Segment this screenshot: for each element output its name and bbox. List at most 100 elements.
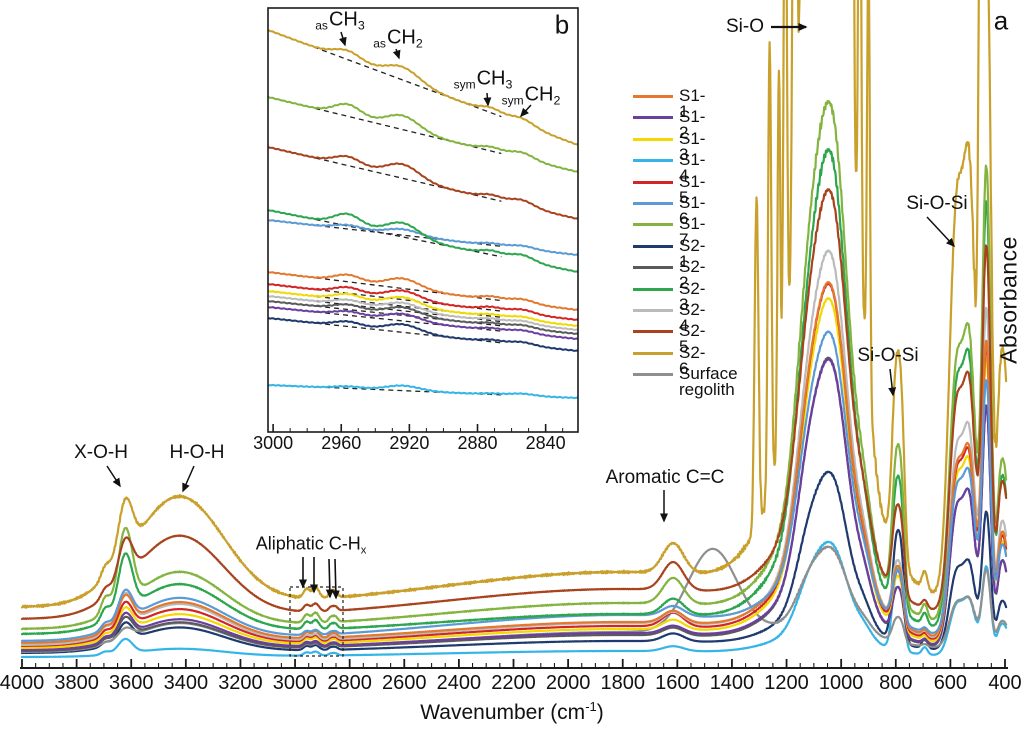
legend-item-S1-5: S1-5 <box>633 173 705 206</box>
legend-color-swatch-S1-4 <box>633 159 673 163</box>
inset-box <box>267 7 579 433</box>
x-axis-tick-label: 2400 <box>437 672 482 694</box>
x-axis-tick-label: 1200 <box>764 672 809 694</box>
legend-label: S1-7 <box>679 214 706 250</box>
annotation-subscript: x <box>360 544 367 557</box>
annotation-text: Aromatic C=C <box>605 467 725 488</box>
aliphatic-arrow-3 <box>325 558 334 599</box>
legend-item-S1-7: S1-7 <box>633 215 705 248</box>
x-axis-tick-label: 1600 <box>655 672 700 694</box>
legend-color-swatch-S1-7 <box>633 223 673 227</box>
annotation-si-o: Si-O <box>726 16 764 38</box>
y-axis-title: Absorbance <box>995 236 1022 364</box>
inset-spectrum-line-S2-6 <box>268 28 578 146</box>
x-axis-tick-label: 2200 <box>491 672 536 694</box>
x-axis-tick-label: 3000 <box>273 672 318 694</box>
annotation-aromatic: Aromatic C=C <box>606 467 725 489</box>
annotation-sym-ch2: symCH2 <box>502 83 561 108</box>
inset-spectrum-line-S2-5 <box>268 145 578 220</box>
legend-color-swatch-S2-5 <box>633 330 673 334</box>
x-axis-tick-label: 1000 <box>819 672 864 694</box>
legend-label: S2-4 <box>679 300 706 335</box>
annotation-sym-ch3: symCH3 <box>453 67 513 92</box>
annotation-text: Si-O-Si <box>906 193 968 214</box>
annotation-si-o-si-2: Si-O-Si <box>857 345 918 367</box>
legend-item-S2-2: S2-2 <box>633 258 705 291</box>
legend-label: S1-6 <box>679 193 706 228</box>
legend-color-swatch-S1-6 <box>633 202 673 205</box>
legend-item-S2-1: S2-1 <box>633 237 705 270</box>
annotation-text: CH <box>476 67 506 90</box>
inset-spectrum-line-S2-2 <box>268 299 578 335</box>
annotation-si-o-si-1: Si-O-Si <box>906 193 967 215</box>
si-o-si-2-arrow <box>888 368 897 397</box>
inset-spectrum-line-S1-1 <box>268 270 578 311</box>
legend-label: S2-1 <box>679 235 706 271</box>
legend-item-S1-6: S1-6 <box>633 194 705 227</box>
legend-item-S1-2: S1-2 <box>633 108 705 141</box>
legend-label: S1-5 <box>679 171 706 207</box>
inset-spectrum-line-S2-3 <box>268 208 578 273</box>
spectrum-line-S1-2 <box>20 358 1008 652</box>
inset-tick-label: 2840 <box>526 433 566 453</box>
annotation-aliphatic: Aliphatic C-Hx <box>255 533 367 557</box>
aliphatic-arrow-4 <box>331 558 340 600</box>
annotation-text: Aliphatic C-H <box>255 533 361 554</box>
xoh-arrow <box>106 465 121 488</box>
annotation-text: Si-O <box>726 16 764 37</box>
inset-spectrum-line-S2-1 <box>268 316 578 352</box>
annotation-text: CH <box>386 26 416 49</box>
spectrum-line-S1-3 <box>20 297 1008 650</box>
sym-ch2-arrow <box>519 104 532 118</box>
x-axis-title-text: Wavenumber (cm <box>420 701 586 724</box>
legend-color-swatch-S2-2 <box>633 266 673 270</box>
spectrum-line-S2-4 <box>20 249 1008 647</box>
x-axis-title: Wavenumber (cm-1) <box>420 699 604 725</box>
spectrum-line-S1-6 <box>20 330 1008 643</box>
as-ch2-arrow <box>392 48 401 60</box>
legend-color-swatch-S2-6 <box>633 351 673 355</box>
annotation-text: Si-O-Si <box>857 345 919 366</box>
legend-label: S1-1 <box>679 86 706 121</box>
spectrum-line-S2-3 <box>20 148 1008 636</box>
legend-color-swatch-S1-2 <box>633 116 673 120</box>
inset-spectrum-line-S1-5 <box>268 282 578 321</box>
legend-item-S2-4: S2-4 <box>633 301 705 334</box>
x-axis-tick-label: 800 <box>879 672 912 694</box>
si-o-si-1-arrow <box>926 216 956 248</box>
legend-color-swatch-Surface-regolith <box>633 373 673 377</box>
legend-label: S1-2 <box>679 107 706 143</box>
x-axis-tick-label: 3800 <box>54 672 99 694</box>
spectrum-line-S2-5 <box>20 188 1008 621</box>
spectrum-line-S1-7 <box>20 99 1008 631</box>
annotation-xoh: X-O-H <box>74 442 128 464</box>
inset-spectrum-line-S1-3 <box>268 289 578 327</box>
legend-label: S2-6 <box>679 342 706 378</box>
legend-item-S2-5: S2-5 <box>633 322 705 355</box>
legend-item-S2-6: S2-6 <box>633 344 705 377</box>
x-axis-tick-label: 2800 <box>327 672 372 694</box>
annotation-hoh: H-O-H <box>170 442 225 464</box>
legend-item-Surface-regolith: Surface regolith <box>633 365 738 398</box>
x-axis-tick-label: 2000 <box>546 672 591 694</box>
annotation-subscript: 3 <box>357 18 365 33</box>
inset-curves-group <box>268 28 578 400</box>
legend-label: S1-4 <box>679 150 706 186</box>
legend-label: S2-5 <box>679 321 706 357</box>
annotation-presub: sym <box>453 77 476 92</box>
x-axis-tick-label: 3200 <box>218 672 263 694</box>
x-axis-tick-label: 3400 <box>164 672 209 694</box>
legend-item-S1-4: S1-4 <box>633 151 705 184</box>
x-axis-tick-label: 4000 <box>0 672 44 694</box>
legend-label: S1-3 <box>679 128 706 164</box>
panel-a-label: a <box>993 5 1009 36</box>
x-axis-tick-label: 400 <box>988 672 1021 694</box>
inset-tick-label: 2960 <box>321 433 361 453</box>
annotation-text: CH <box>524 83 554 106</box>
x-axis-tick-label: 3600 <box>109 672 154 694</box>
x-axis-tick-label: 600 <box>934 672 967 694</box>
legend-label: S2-3 <box>679 278 706 314</box>
inset-spectrum-line-S1-2 <box>268 305 578 340</box>
legend-color-swatch-S2-1 <box>633 244 673 248</box>
legend-item-S1-1: S1-1 <box>633 87 705 120</box>
